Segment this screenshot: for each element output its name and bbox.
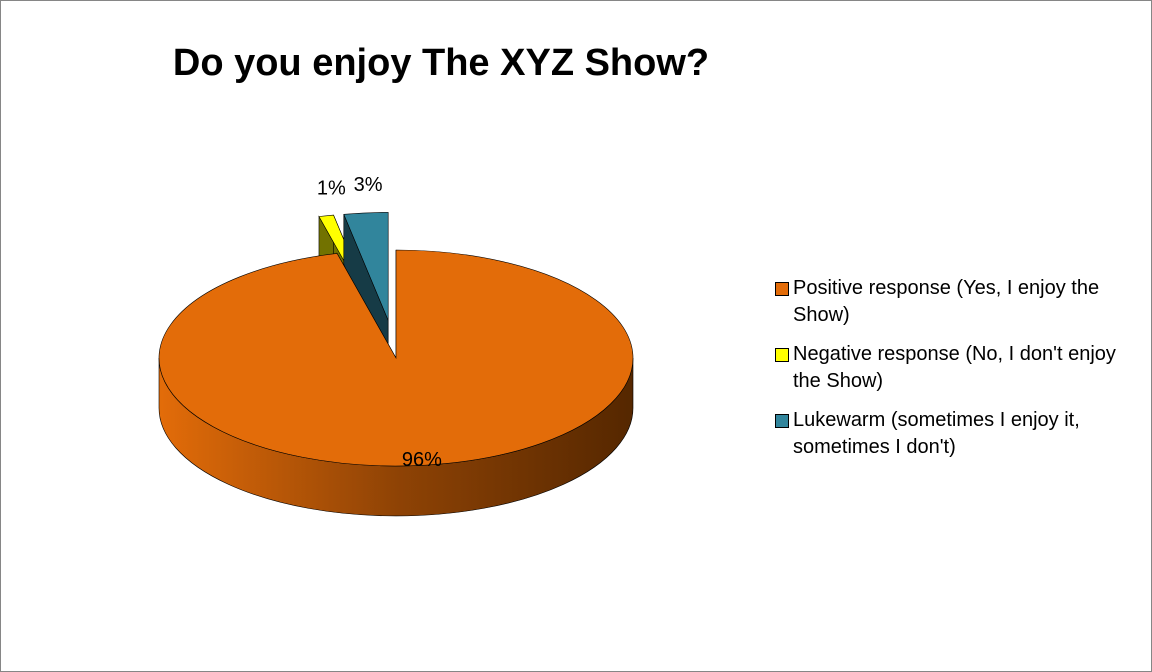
data-label: 1% bbox=[317, 178, 346, 200]
legend-swatch bbox=[775, 414, 789, 428]
legend-label: Negative response (No, I don't enjoy the… bbox=[793, 343, 1116, 392]
chart-title: Do you enjoy The XYZ Show? bbox=[173, 42, 709, 84]
legend-swatch bbox=[775, 282, 789, 296]
legend-label: Positive response (Yes, I enjoy the Show… bbox=[793, 277, 1100, 326]
data-label: 96% bbox=[402, 449, 442, 471]
slice bbox=[158, 249, 634, 467]
legend-item: Negative response (No, I don't enjoy the… bbox=[775, 341, 1125, 395]
legend-item: Positive response (Yes, I enjoy the Show… bbox=[775, 275, 1125, 329]
legend-item: Lukewarm (sometimes I enjoy it, sometime… bbox=[775, 407, 1125, 461]
legend-swatch bbox=[775, 348, 789, 362]
data-label: 3% bbox=[354, 174, 383, 196]
legend-label: Lukewarm (sometimes I enjoy it, sometime… bbox=[793, 409, 1080, 458]
slice bbox=[343, 212, 389, 321]
legend: Positive response (Yes, I enjoy the Show… bbox=[775, 275, 1125, 473]
